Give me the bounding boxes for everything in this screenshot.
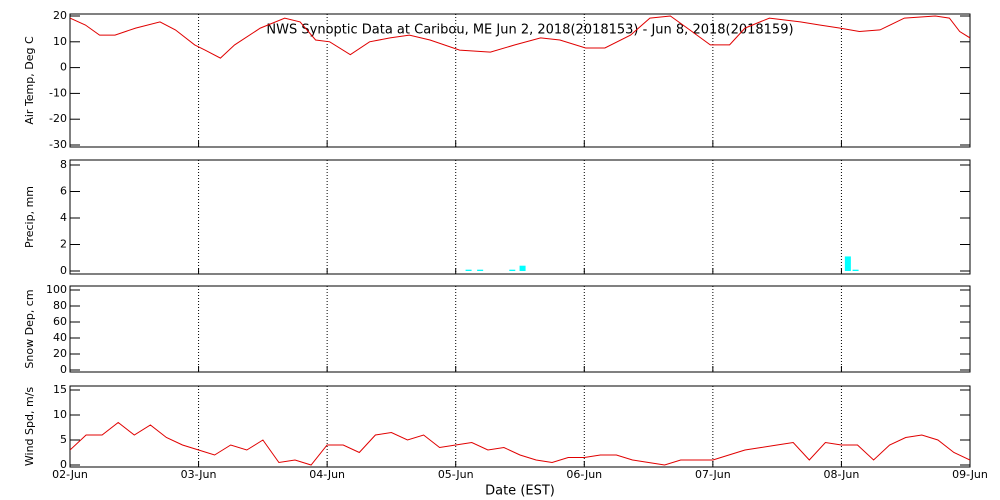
y-tick-label: 20 (53, 347, 67, 360)
x-axis-label: Date (EST) (485, 484, 555, 499)
bar (844, 256, 851, 271)
bar (852, 269, 859, 271)
y-tick-label: 4 (60, 211, 67, 224)
y-tick-label: 0 (60, 61, 67, 74)
y-axis-label: Snow Dep, cm (23, 289, 36, 368)
x-tick-label: 04-Jun (309, 468, 345, 481)
x-tick-label: 03-Jun (181, 468, 217, 481)
y-tick-label: 0 (60, 458, 67, 471)
data-line (70, 421, 970, 466)
bar (465, 269, 472, 271)
y-tick-label: 5 (60, 433, 67, 446)
y-tick-label: 20 (53, 9, 67, 22)
plot-frame (69, 385, 971, 468)
y-tick-label: 15 (53, 383, 67, 396)
y-tick-label: 2 (60, 238, 67, 251)
y-tick-label: 100 (46, 283, 67, 296)
y-axis-label: Wind Spd, m/s (23, 387, 36, 467)
y-tick-label: 6 (60, 185, 67, 198)
x-tick-label: 05-Jun (438, 468, 474, 481)
y-tick-label: 0 (60, 264, 67, 277)
chart-title: NWS Synoptic Data at Caribou, ME Jun 2, … (266, 23, 793, 38)
y-tick-label: -10 (49, 86, 67, 99)
x-tick-label: 09-Jun (952, 468, 988, 481)
x-tick-label: 08-Jun (824, 468, 860, 481)
x-tick-label: 06-Jun (566, 468, 602, 481)
y-tick-label: -20 (49, 112, 67, 125)
y-tick-label: 0 (60, 363, 67, 376)
x-tick-label: 07-Jun (695, 468, 731, 481)
y-tick-label: 80 (53, 299, 67, 312)
x-tick-label: 02-Jun (52, 468, 88, 481)
y-axis-label: Air Temp, Deg C (23, 36, 36, 125)
bar (509, 269, 516, 271)
y-tick-label: 10 (53, 408, 67, 421)
y-tick-label: 40 (53, 331, 67, 344)
data-line (70, 15, 970, 59)
bar (477, 269, 484, 271)
y-tick-label: 8 (60, 158, 67, 171)
bar (519, 265, 526, 271)
y-tick-label: 10 (53, 35, 67, 48)
y-axis-label: Precip, mm (23, 186, 36, 248)
y-tick-label: 60 (53, 315, 67, 328)
y-tick-label: -30 (49, 138, 67, 151)
